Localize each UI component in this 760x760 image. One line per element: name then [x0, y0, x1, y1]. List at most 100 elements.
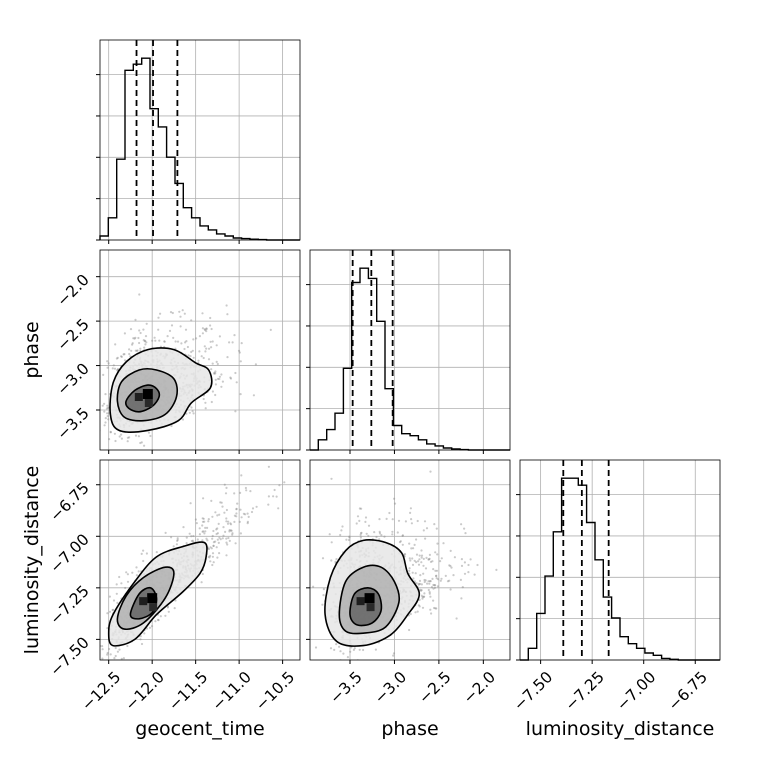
sample-point	[136, 349, 139, 352]
sample-point	[84, 632, 86, 634]
sample-point	[448, 564, 451, 567]
sample-point	[204, 407, 207, 410]
sample-point	[433, 584, 436, 587]
sample-point	[134, 434, 138, 437]
sample-point	[427, 558, 431, 561]
sample-point	[183, 312, 186, 315]
sample-point	[134, 336, 137, 339]
sample-point	[189, 355, 192, 358]
sample-point	[396, 531, 399, 534]
sample-point	[140, 441, 143, 444]
sample-point	[374, 648, 377, 651]
sample-point	[401, 534, 404, 537]
sample-point	[473, 573, 476, 576]
sample-point	[358, 519, 361, 522]
sample-point	[398, 541, 402, 544]
sample-point	[391, 530, 394, 533]
sample-point	[418, 558, 421, 561]
sample-point	[128, 348, 131, 351]
sample-point	[234, 371, 237, 375]
sample-point	[220, 501, 223, 504]
sample-point	[226, 543, 229, 546]
sample-point	[111, 608, 114, 612]
sample-point	[435, 577, 438, 580]
sample-point	[422, 529, 425, 532]
sample-point	[179, 315, 182, 318]
sample-point	[435, 574, 438, 577]
density-peak	[139, 597, 148, 606]
sample-point	[430, 612, 433, 615]
sample-point	[416, 519, 419, 523]
sample-point	[218, 377, 221, 381]
sample-point	[195, 522, 198, 525]
sample-point	[214, 370, 217, 373]
sample-point	[184, 328, 188, 331]
panel-frame	[519, 459, 721, 661]
sample-point	[125, 571, 128, 574]
sample-point	[428, 582, 431, 585]
sample-point	[131, 343, 134, 346]
sample-point	[142, 559, 145, 563]
sample-point	[185, 412, 188, 415]
sample-point	[126, 580, 130, 583]
sample-point	[421, 606, 425, 609]
sample-point	[240, 516, 243, 519]
sample-point	[239, 360, 242, 363]
sample-point	[427, 580, 430, 583]
sample-point	[409, 511, 412, 514]
sample-point	[91, 379, 93, 381]
sample-point	[415, 538, 418, 541]
sample-point	[408, 569, 411, 572]
sample-point	[439, 560, 442, 563]
sample-point	[223, 511, 226, 514]
sample-point	[237, 349, 241, 352]
sample-point	[131, 571, 134, 574]
sample-point	[383, 457, 385, 459]
sample-point	[200, 581, 203, 584]
sample-point	[209, 324, 212, 327]
sample-point	[349, 650, 352, 653]
sample-point	[413, 559, 416, 562]
sample-point	[111, 367, 114, 370]
sample-point	[138, 293, 141, 296]
sample-point	[172, 336, 175, 339]
sample-point	[106, 412, 109, 415]
x-tick-label: −2.5	[415, 668, 454, 707]
sample-point	[118, 435, 121, 438]
sample-point	[157, 316, 160, 319]
sample-point	[224, 530, 227, 533]
sample-point	[135, 566, 138, 569]
sample-point	[116, 356, 119, 359]
sample-point	[138, 329, 141, 332]
sample-point	[435, 569, 439, 572]
sample-point	[113, 432, 116, 435]
panel-background	[100, 40, 300, 240]
sample-point	[211, 555, 214, 558]
sample-point	[234, 410, 237, 413]
sample-point	[312, 585, 315, 588]
sample-point	[401, 543, 404, 546]
panel-content	[310, 457, 510, 660]
sample-point	[201, 539, 204, 542]
sample-point	[116, 369, 119, 372]
sample-point	[210, 368, 213, 371]
x-tick-label: −12.5	[78, 668, 124, 714]
sample-point	[206, 526, 209, 529]
sample-point	[190, 539, 193, 543]
sample-point	[429, 608, 432, 611]
sample-point	[225, 520, 228, 523]
sample-point	[176, 539, 179, 542]
sample-point	[239, 491, 242, 494]
sample-point	[163, 340, 166, 343]
sample-point	[360, 507, 363, 510]
sample-point	[417, 583, 420, 586]
sample-point	[218, 335, 221, 338]
sample-point	[203, 532, 206, 535]
sample-point	[135, 574, 138, 577]
hist-panel-luminosity_distance	[516, 459, 721, 661]
sample-point	[133, 337, 136, 340]
sample-point	[126, 573, 129, 576]
sample-point	[157, 619, 160, 622]
x-tick-label: −11.0	[209, 668, 255, 714]
sample-point	[143, 632, 146, 635]
